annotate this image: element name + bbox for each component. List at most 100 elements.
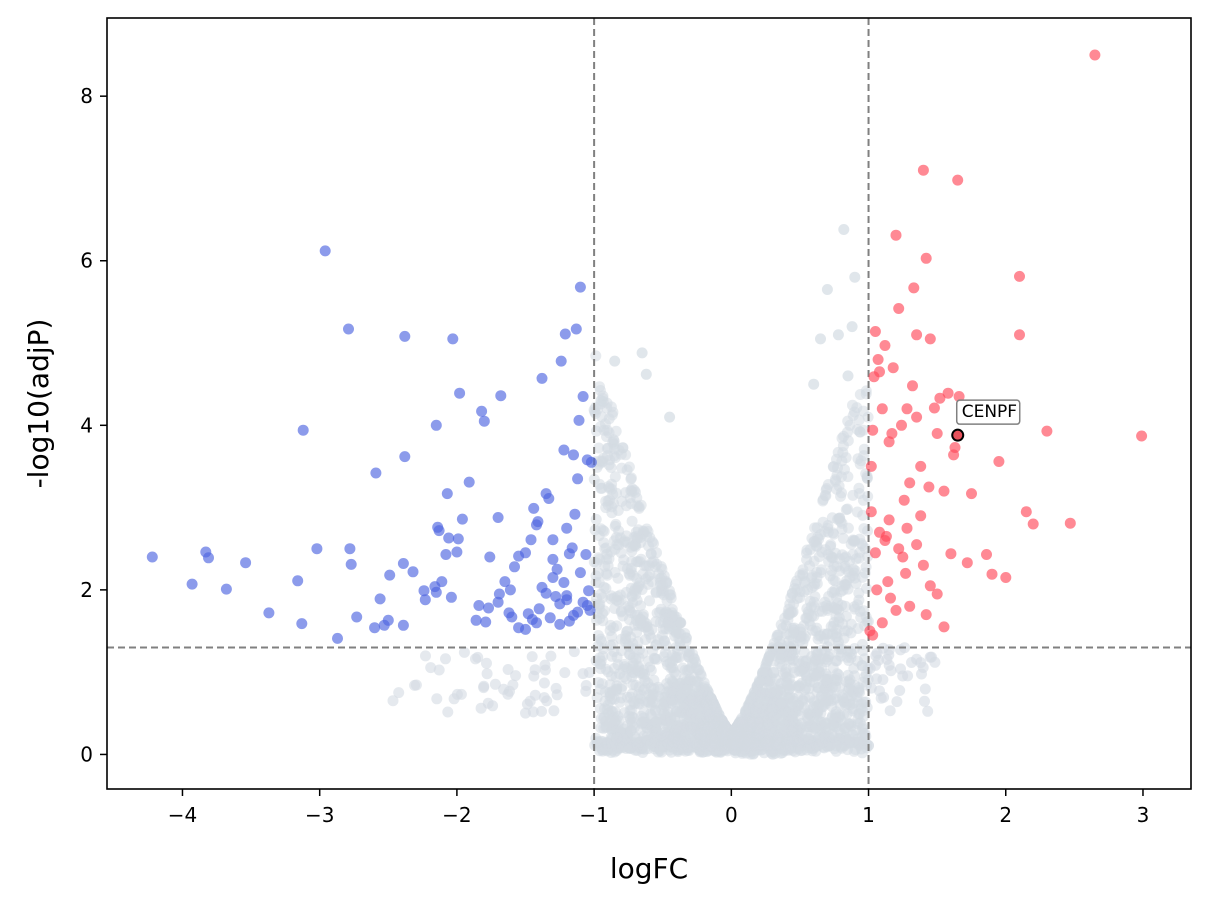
ns-point [612, 572, 624, 584]
up-point [865, 460, 877, 472]
ns-point [551, 689, 563, 701]
ns-point [648, 732, 660, 744]
x-tick-label: −2 [442, 803, 471, 827]
up-point [901, 522, 913, 534]
down-point [397, 619, 409, 631]
ns-point [883, 644, 895, 656]
down-point [430, 586, 442, 598]
ns-point [670, 626, 682, 638]
ns-point [895, 644, 906, 656]
down-point [572, 606, 584, 618]
ns-point [635, 614, 647, 626]
ns-point [709, 736, 720, 748]
y-axis-label: -log10(adjP) [22, 319, 55, 489]
down-point [433, 525, 445, 537]
ns-point [742, 734, 754, 745]
up-point [911, 539, 923, 551]
ns-point [860, 730, 872, 742]
down-point [436, 576, 448, 588]
ns-point [498, 683, 510, 695]
ns-point [699, 737, 711, 749]
ns-point [590, 513, 602, 525]
up-point [879, 340, 891, 351]
ns-point [813, 666, 824, 678]
down-point [577, 596, 589, 608]
ns-point [431, 693, 443, 705]
ns-point [762, 719, 774, 730]
ns-point [632, 740, 644, 752]
up-point [934, 392, 946, 404]
up-point [876, 403, 888, 415]
ns-point [847, 489, 859, 501]
down-point [344, 543, 356, 555]
ns-point [786, 587, 798, 599]
ns-point [649, 705, 661, 717]
ns-point [609, 355, 621, 367]
ns-point [902, 670, 914, 682]
ns-point [668, 732, 680, 744]
ns-point [848, 601, 860, 613]
ns-point [793, 655, 805, 667]
ns-point [775, 698, 787, 710]
y-axis-ticks: 0 2 4 6 8 [80, 84, 107, 766]
ns-point [812, 682, 824, 694]
down-point [463, 476, 475, 488]
up-point [911, 411, 923, 423]
ns-point [663, 697, 675, 709]
ns-point [799, 692, 811, 704]
ns-point [702, 722, 714, 734]
down-point [568, 449, 579, 461]
x-axis-ticks: −4 −3 −2 −1 0 1 2 3 [168, 789, 1149, 827]
ns-point [489, 678, 501, 690]
down-point [547, 572, 559, 583]
ns-point [849, 535, 860, 547]
ns-point [610, 683, 622, 695]
ns-point [919, 683, 931, 695]
ns-point [625, 472, 637, 484]
ns-point [632, 524, 644, 536]
ns-point [481, 657, 492, 669]
down-point [509, 561, 520, 573]
ns-point [838, 224, 850, 235]
ns-point [691, 713, 702, 725]
ns-point [822, 694, 834, 706]
down-point [495, 390, 507, 402]
up-point [872, 354, 884, 365]
ns-point [837, 532, 849, 544]
ns-point [639, 668, 650, 680]
up-point [865, 506, 877, 518]
ns-point [842, 522, 854, 534]
ns-point [635, 600, 646, 612]
ns-point [762, 655, 774, 666]
ns-point [625, 725, 637, 737]
ns-point [801, 554, 813, 566]
down-point [569, 508, 581, 520]
down-point [536, 581, 548, 593]
ns-point [894, 685, 906, 696]
ns-point [854, 708, 865, 720]
up-point [952, 174, 964, 186]
ns-point [714, 746, 726, 758]
ns-point [559, 667, 571, 679]
ns-point [623, 648, 635, 660]
ns-point [771, 631, 783, 643]
ns-point [825, 539, 837, 551]
down-point [430, 419, 442, 431]
ns-point [833, 553, 845, 565]
ns-point [823, 723, 835, 735]
up-point [924, 333, 936, 345]
y-tick-label: 2 [80, 578, 93, 602]
ns-point [594, 658, 606, 670]
up-point [893, 303, 905, 314]
ns-point [775, 747, 787, 759]
up-point [1089, 49, 1101, 61]
ns-point [595, 395, 607, 407]
ns-point [627, 657, 639, 669]
ns-point [594, 381, 605, 393]
ns-point [834, 682, 846, 693]
up-point [876, 617, 888, 629]
ns-point [684, 734, 696, 746]
ns-point [640, 368, 652, 380]
